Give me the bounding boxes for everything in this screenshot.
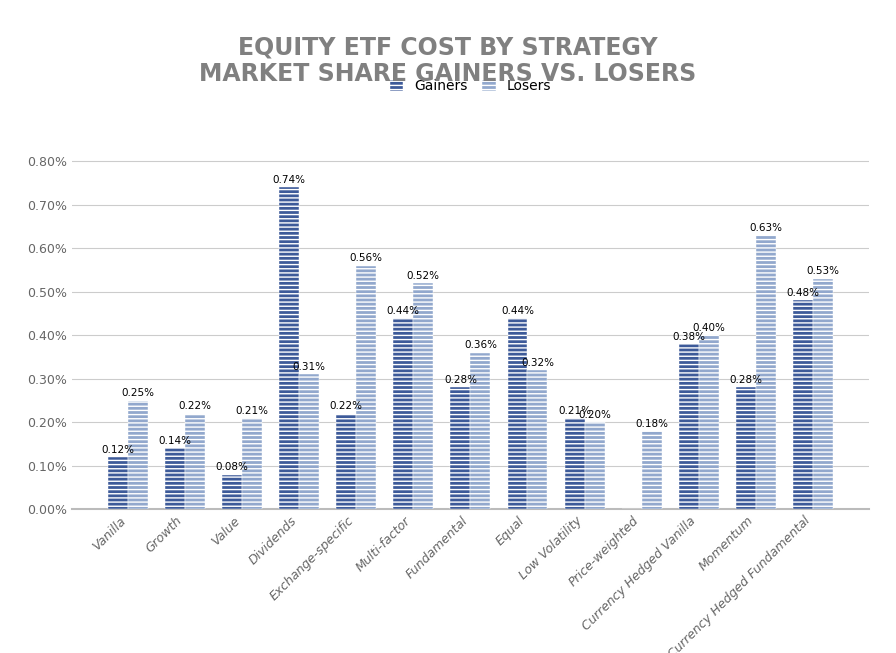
Text: 0.36%: 0.36%: [464, 340, 497, 351]
Bar: [185, 413, 205, 509]
Bar: [336, 413, 357, 509]
Text: MARKET SHARE GAINERS VS. LOSERS: MARKET SHARE GAINERS VS. LOSERS: [200, 62, 696, 86]
Bar: [165, 449, 185, 509]
Bar: [299, 374, 319, 509]
Legend: Gainers, Losers: Gainers, Losers: [384, 74, 556, 99]
Bar: [393, 318, 413, 509]
Bar: [357, 266, 376, 509]
Text: 0.12%: 0.12%: [101, 445, 134, 455]
Text: 0.20%: 0.20%: [578, 410, 611, 420]
Bar: [642, 431, 661, 509]
Text: 0.22%: 0.22%: [330, 402, 363, 411]
Text: 0.63%: 0.63%: [749, 223, 782, 233]
Bar: [242, 418, 262, 509]
Bar: [756, 235, 776, 509]
Bar: [813, 279, 833, 509]
Text: 0.25%: 0.25%: [121, 389, 154, 398]
Bar: [128, 400, 148, 509]
Bar: [564, 418, 584, 509]
Text: 0.48%: 0.48%: [787, 288, 820, 298]
Text: 0.74%: 0.74%: [272, 175, 306, 185]
Text: 0.08%: 0.08%: [216, 462, 248, 472]
Text: 0.38%: 0.38%: [672, 332, 705, 342]
Text: 0.14%: 0.14%: [159, 436, 192, 446]
Bar: [736, 387, 756, 509]
Text: 0.28%: 0.28%: [444, 375, 477, 385]
Text: 0.44%: 0.44%: [501, 306, 534, 315]
Bar: [222, 475, 242, 509]
Bar: [679, 344, 699, 509]
Bar: [528, 370, 547, 509]
Text: 0.31%: 0.31%: [293, 362, 325, 372]
Text: EQUITY ETF COST BY STRATEGY: EQUITY ETF COST BY STRATEGY: [238, 36, 658, 60]
Text: 0.40%: 0.40%: [693, 323, 725, 333]
Text: 0.22%: 0.22%: [178, 402, 211, 411]
Bar: [507, 318, 528, 509]
Bar: [108, 457, 128, 509]
Text: 0.28%: 0.28%: [729, 375, 762, 385]
Bar: [451, 387, 470, 509]
Bar: [584, 422, 605, 509]
Text: 0.52%: 0.52%: [407, 271, 440, 281]
Text: 0.21%: 0.21%: [558, 406, 591, 416]
Bar: [413, 283, 434, 509]
Text: 0.53%: 0.53%: [806, 266, 840, 276]
Text: 0.44%: 0.44%: [387, 306, 420, 315]
Text: 0.56%: 0.56%: [349, 253, 383, 263]
Bar: [793, 300, 813, 509]
Text: 0.32%: 0.32%: [521, 358, 554, 368]
Bar: [470, 353, 490, 509]
Text: 0.21%: 0.21%: [236, 406, 269, 416]
Bar: [280, 187, 299, 509]
Text: 0.18%: 0.18%: [635, 419, 668, 429]
Bar: [699, 335, 719, 509]
